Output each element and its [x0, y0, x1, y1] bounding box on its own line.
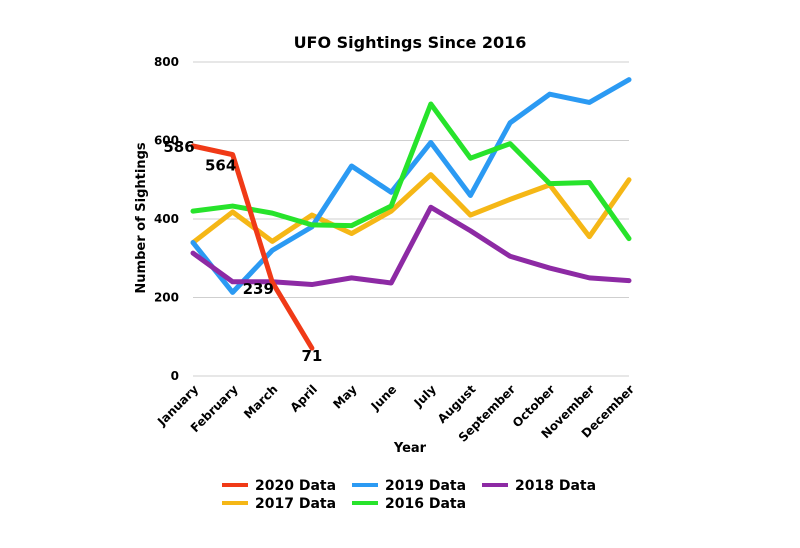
- x-tick-label: July: [411, 382, 439, 410]
- chart-title: UFO Sightings Since 2016: [294, 33, 527, 52]
- legend-label: 2017 Data: [255, 496, 336, 512]
- legend-label: 2020 Data: [255, 478, 336, 494]
- y-tick-label: 400: [154, 212, 179, 226]
- x-axis-label: Year: [393, 441, 427, 456]
- data-label: 239: [243, 280, 274, 298]
- y-tick-label: 0: [171, 369, 179, 383]
- x-tick-label: June: [368, 382, 400, 414]
- series-line-2017-data: [190, 172, 632, 246]
- y-tick-label: 200: [154, 291, 179, 305]
- data-label: 71: [301, 347, 322, 365]
- x-tick-label: April: [287, 382, 320, 415]
- legend: 2020 Data 2017 Data 2019 Data 2016 Data 2018…: [222, 478, 596, 512]
- x-tick-label: March: [241, 382, 280, 421]
- x-tick-label: May: [330, 382, 359, 411]
- series-line-2019-data: [190, 77, 632, 295]
- y-tick-label: 800: [154, 55, 179, 69]
- series-line-2018-data: [190, 204, 632, 288]
- series-line-2020-data: [190, 143, 315, 351]
- legend-label: 2018 Data: [515, 478, 596, 494]
- y-tick-label: 600: [154, 134, 179, 148]
- series-lines: [190, 77, 632, 351]
- series-line-2016-data: [190, 101, 632, 242]
- data-labels: 586 564 239 71: [163, 138, 322, 365]
- legend-label: 2016 Data: [385, 496, 466, 512]
- data-label: 586: [163, 138, 194, 156]
- data-label: 564: [205, 157, 236, 175]
- y-axis-label: Number of Sightings: [134, 142, 149, 293]
- y-axis-ticks: 0 200 400 600 800: [154, 55, 179, 383]
- legend-label: 2019 Data: [385, 478, 466, 494]
- gridlines: [193, 61, 629, 377]
